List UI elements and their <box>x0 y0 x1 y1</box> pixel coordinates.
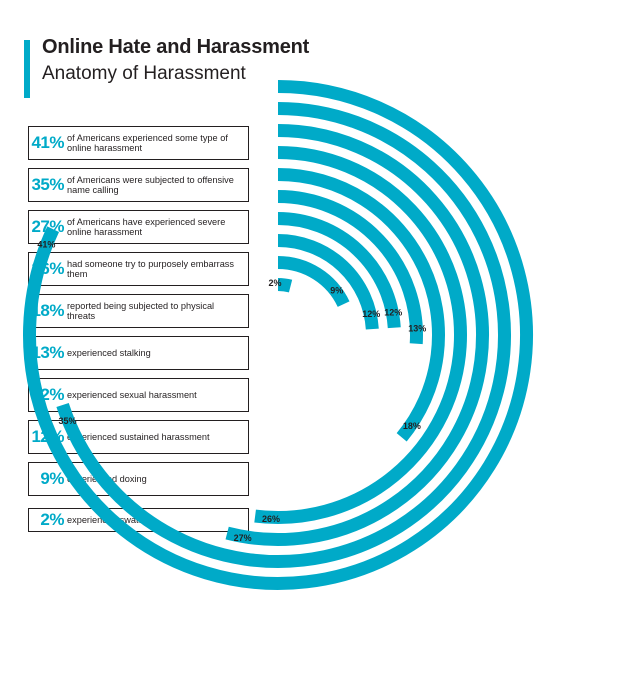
page-subtitle: Anatomy of Harassment <box>42 63 246 84</box>
stat-item: 26% had someone try to purposely embarras… <box>28 252 249 286</box>
page-title: Online Hate and Harassment <box>42 36 310 58</box>
stat-item: 12% experienced sustained harassment <box>28 420 249 454</box>
stat-description: of Americans experienced some type of on… <box>67 133 228 153</box>
arc-label: 18% <box>403 421 421 431</box>
arc-label: 12% <box>362 309 380 319</box>
stat-description: had someone try to purposely embarrass t… <box>67 259 234 279</box>
accent-bar <box>24 40 30 98</box>
stat-description: experienced sustained harassment <box>67 432 210 442</box>
stat-description: of Americans were subjected to offensive… <box>67 175 234 195</box>
stat-description: reported being subjected to physical thr… <box>67 301 215 321</box>
arc-bar <box>225 124 489 546</box>
stat-item: 35% of Americans were subjected to offens… <box>28 168 249 202</box>
arc-bar <box>277 190 423 345</box>
arc-label: 41% <box>37 240 55 250</box>
arc-bar <box>277 212 401 329</box>
arc-label: 26% <box>262 514 280 524</box>
arc-label: 9% <box>330 286 343 296</box>
arc-bar <box>56 102 511 568</box>
stat-item: 13% experienced stalking <box>28 336 249 370</box>
arc-label: 27% <box>234 533 252 543</box>
stat-item: 18% reported being subjected to physical … <box>28 294 249 328</box>
stat-description: of Americans have experienced severe onl… <box>67 217 226 237</box>
stat-percent: 13% <box>31 343 64 362</box>
arc-label: 12% <box>384 308 402 318</box>
stat-percent: 35% <box>31 175 64 194</box>
stat-item: 41% of Americans experienced some type of… <box>28 126 249 160</box>
stat-percent: 2% <box>40 510 64 529</box>
arc-bar <box>23 80 533 590</box>
stat-percent: 18% <box>31 301 64 320</box>
stat-percent: 41% <box>31 133 64 152</box>
arc-bar <box>277 256 350 308</box>
arc-bar <box>277 234 379 330</box>
arc-bar <box>254 146 467 524</box>
stat-percent: 9% <box>40 469 64 488</box>
stat-description: experienced stalking <box>67 348 151 358</box>
stat-description: experienced sexual harassment <box>67 390 197 400</box>
arc-bar <box>277 278 293 293</box>
arc-label: 35% <box>59 416 77 426</box>
stat-item: 12% experienced sexual harassment <box>28 378 249 412</box>
arc-bar <box>277 168 445 442</box>
arc-label: 13% <box>408 324 426 334</box>
arc-label: 2% <box>269 278 282 288</box>
